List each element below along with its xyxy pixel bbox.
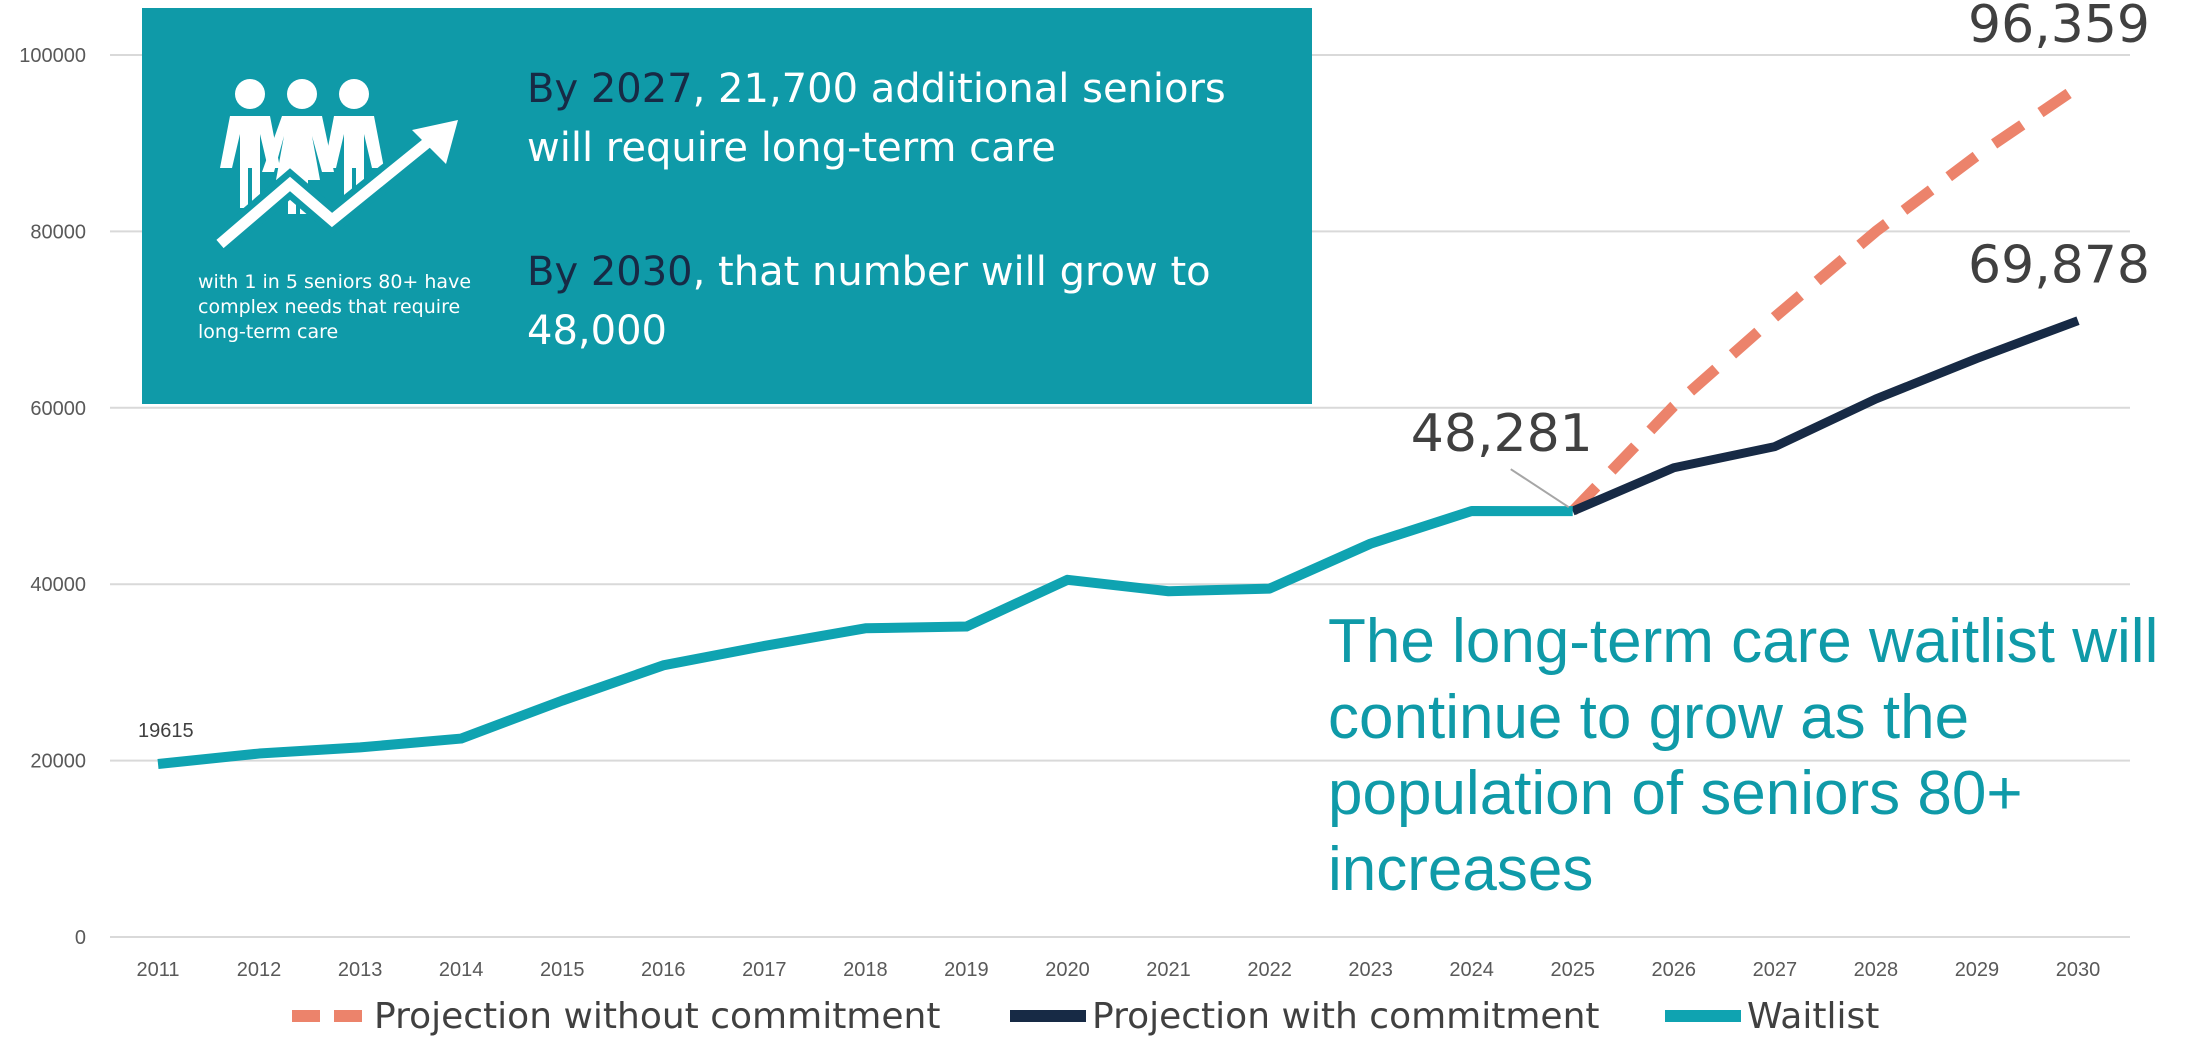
x-tick-2011: 2011 [136,959,179,981]
x-tick-2021: 2021 [1146,959,1191,981]
legend-label-waitlist: Waitlist [1747,995,1880,1037]
x-tick-2020: 2020 [1045,959,1090,981]
x-tick-2024: 2024 [1449,959,1494,981]
y-tick-20000: 20000 [30,751,86,773]
x-tick-2016: 2016 [641,959,686,981]
legend-item-projection-with: Projection with commitment [1010,995,1600,1037]
x-tick-2013: 2013 [338,959,383,981]
legend: Projection without commitment Projection… [0,995,2207,1037]
series-projection-without-commitment [1568,82,2082,515]
legend-swatch-projection-with [1010,1010,1086,1022]
x-tick-2018: 2018 [843,959,888,981]
data-label-2030-with: 69,878 [1968,236,2150,296]
data-label-2025: 48,281 [1411,404,1593,464]
x-tick-2017: 2017 [742,959,787,981]
x-tick-2012: 2012 [237,959,282,981]
info-line-2027: By 2027, 21,700 additional seniors will … [527,60,1267,178]
data-labels: 19615 48,281 69,878 96,359 [138,0,2150,742]
y-tick-80000: 80000 [30,221,86,243]
y-axis-ticks: 0 20000 40000 60000 80000 100000 [19,45,86,949]
info-year-2027: By 2027 [527,66,693,112]
x-tick-2015: 2015 [540,959,585,981]
legend-swatch-projection-without [292,1010,368,1022]
x-tick-2025: 2025 [1550,959,1595,981]
data-label-2011: 19615 [138,720,194,742]
legend-item-projection-without: Projection without commitment [292,995,941,1037]
legend-label-projection-with: Projection with commitment [1092,995,1600,1037]
x-tick-2030: 2030 [2056,959,2101,981]
x-tick-2028: 2028 [1854,959,1899,981]
x-tick-2026: 2026 [1652,959,1697,981]
callout-text: The long-term care waitlist will continu… [1328,607,2159,904]
x-tick-2023: 2023 [1348,959,1393,981]
x-tick-2022: 2022 [1247,959,1292,981]
legend-label-projection-without: Projection without commitment [374,995,941,1037]
y-tick-0: 0 [75,927,86,949]
legend-item-waitlist: Waitlist [1665,995,1880,1037]
info-text-2030: , that number will grow to 48,000 [527,249,1211,354]
y-tick-40000: 40000 [30,574,86,596]
info-year-2030: By 2030 [527,249,693,295]
people-growth-arrow-icon [212,79,458,254]
y-tick-60000: 60000 [30,398,86,420]
x-tick-2019: 2019 [944,959,989,981]
y-tick-100000: 100000 [19,45,86,67]
series-lines [157,82,2082,769]
leader-line-2025 [1510,468,1570,508]
info-text-2027: , 21,700 additional seniors will require… [527,66,1226,171]
info-box: with 1 in 5 seniors 80+ have complex nee… [142,8,1312,404]
series-projection-with-commitment [1570,316,2080,516]
x-axis-ticks: 2011 2012 2013 2014 2015 2016 2017 2018 2019 2020… [136,959,2100,981]
x-tick-2014: 2014 [439,959,484,981]
x-tick-2029: 2029 [1955,959,2000,981]
info-line-2030: By 2030, that number will grow to 48,000 [527,243,1267,361]
x-tick-2027: 2027 [1753,959,1798,981]
info-caption: with 1 in 5 seniors 80+ have complex nee… [198,271,472,343]
data-label-2030-without: 96,359 [1968,0,2150,55]
legend-swatch-waitlist [1665,1010,1741,1022]
series-waitlist [157,505,1573,769]
